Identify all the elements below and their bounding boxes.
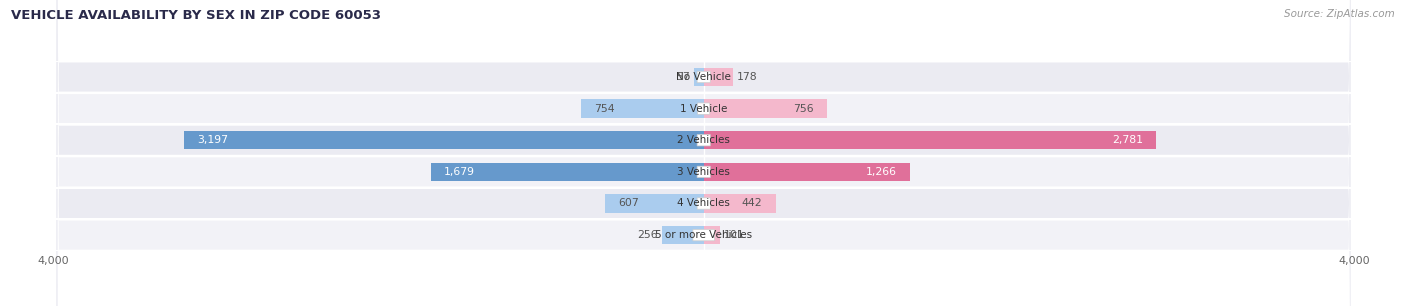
Text: No Vehicle: No Vehicle xyxy=(676,72,731,82)
Bar xyxy=(704,131,1156,149)
Text: VEHICLE AVAILABILITY BY SEX IN ZIP CODE 60053: VEHICLE AVAILABILITY BY SEX IN ZIP CODE … xyxy=(11,9,381,22)
Bar xyxy=(704,99,827,118)
FancyBboxPatch shape xyxy=(697,103,710,114)
FancyBboxPatch shape xyxy=(697,71,710,83)
Text: Source: ZipAtlas.com: Source: ZipAtlas.com xyxy=(1284,9,1395,19)
FancyBboxPatch shape xyxy=(56,0,1351,306)
Text: 756: 756 xyxy=(793,104,814,114)
Text: 178: 178 xyxy=(737,72,758,82)
Bar xyxy=(704,163,910,181)
Bar xyxy=(704,68,733,86)
Text: 2,781: 2,781 xyxy=(1112,135,1143,145)
Text: 442: 442 xyxy=(742,199,762,208)
Text: 57: 57 xyxy=(676,72,690,82)
Text: 1,266: 1,266 xyxy=(866,167,897,177)
FancyBboxPatch shape xyxy=(56,0,1351,306)
Text: 256: 256 xyxy=(637,230,658,240)
Bar xyxy=(704,226,720,244)
FancyBboxPatch shape xyxy=(693,230,714,241)
Text: 1,679: 1,679 xyxy=(444,167,475,177)
Text: 1 Vehicle: 1 Vehicle xyxy=(681,104,727,114)
Bar xyxy=(430,163,704,181)
Text: 2 Vehicles: 2 Vehicles xyxy=(678,135,730,145)
Text: 101: 101 xyxy=(724,230,745,240)
FancyBboxPatch shape xyxy=(56,0,1351,306)
Bar xyxy=(662,226,704,244)
Text: 3 Vehicles: 3 Vehicles xyxy=(678,167,730,177)
Text: 4 Vehicles: 4 Vehicles xyxy=(678,199,730,208)
Text: 754: 754 xyxy=(595,104,614,114)
FancyBboxPatch shape xyxy=(697,135,710,146)
FancyBboxPatch shape xyxy=(697,166,710,177)
Bar xyxy=(184,131,704,149)
Bar xyxy=(581,99,704,118)
Bar xyxy=(695,68,704,86)
Text: 3,197: 3,197 xyxy=(197,135,228,145)
FancyBboxPatch shape xyxy=(56,0,1351,306)
FancyBboxPatch shape xyxy=(697,198,710,209)
Text: 607: 607 xyxy=(619,199,638,208)
FancyBboxPatch shape xyxy=(56,0,1351,306)
FancyBboxPatch shape xyxy=(56,0,1351,306)
Text: 5 or more Vehicles: 5 or more Vehicles xyxy=(655,230,752,240)
Bar xyxy=(704,194,776,213)
Bar xyxy=(605,194,704,213)
